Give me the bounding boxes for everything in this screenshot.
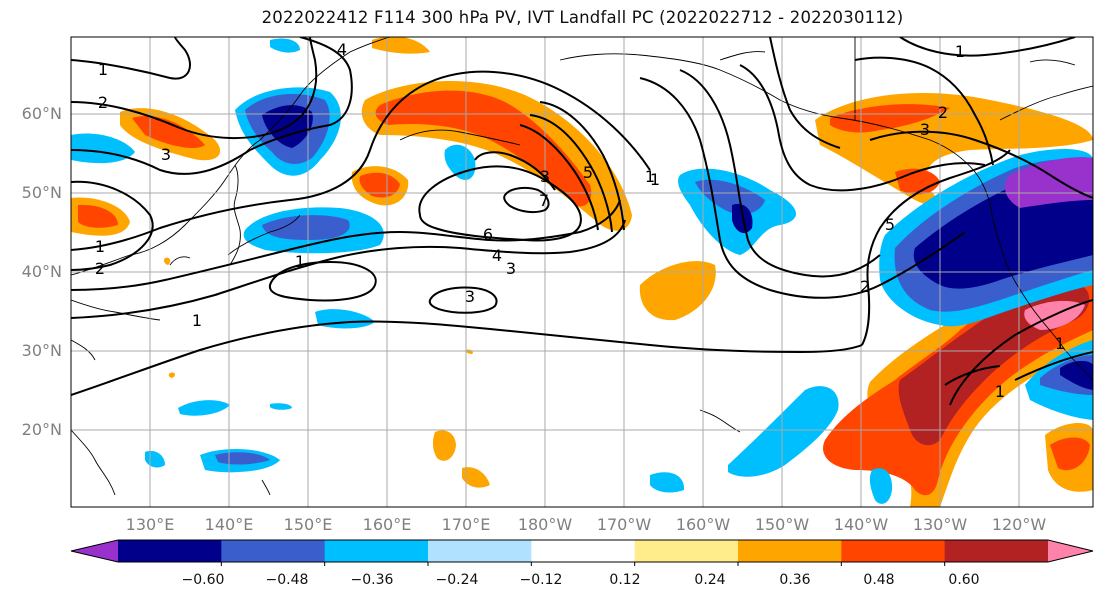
lat-label: 30°N: [21, 341, 62, 360]
contour-label: 1: [1055, 334, 1065, 353]
contour-label: 4: [492, 246, 502, 265]
contour-label: 3: [465, 287, 475, 306]
colorbar: [70, 539, 1094, 566]
colorbar-segment: [841, 540, 946, 562]
plot-frame: [70, 36, 1094, 508]
contour-label: 1: [995, 382, 1005, 401]
contour-label: 1: [955, 42, 965, 61]
lon-label: 170°W: [596, 515, 652, 534]
contour-label: 2: [938, 103, 948, 122]
lon-label: 180°W: [517, 515, 573, 534]
lon-label: 120°W: [991, 515, 1047, 534]
contour-label: 5: [583, 163, 593, 182]
contour-label: 2: [860, 277, 870, 296]
lon-label: 140°E: [204, 515, 254, 534]
contour-label: 3: [161, 145, 171, 164]
lat-label: 40°N: [21, 262, 62, 281]
coastlines: [71, 37, 1093, 496]
colorbar-segment: [221, 540, 326, 562]
colorbar-tick-label: 0.12: [609, 572, 641, 588]
contour-label: 1: [295, 252, 305, 271]
colorbar-segment: [738, 540, 842, 562]
contour-label-group: 1 2 3 4 1 1 2 3 1 1 6 4 3 3 7 5 5 1 1 2 …: [95, 40, 1065, 401]
colorbar-segment: [428, 540, 532, 562]
colorbar-segment: [118, 540, 222, 562]
colorbar-tick-label: 0.24: [694, 572, 726, 588]
graticule: [71, 37, 1093, 507]
contour-label: 6: [483, 225, 493, 244]
colorbar-extend-max: [1048, 540, 1093, 562]
colorbar-tick-label: −0.12: [519, 572, 563, 588]
map-title: 2022022412 F114 300 hPa PV, IVT Landfall…: [261, 8, 904, 27]
lon-label: 160°W: [675, 515, 731, 534]
colorbar-tick-label: −0.48: [265, 572, 309, 588]
lon-label: 150°W: [754, 515, 810, 534]
colorbar-segment: [634, 540, 739, 562]
colorbar-segment: [324, 540, 429, 562]
colorbar-outline: [70, 539, 1094, 563]
map-plot-area: 1 2 3 4 1 1 2 3 1 1 6 4 3 3 7 5 5 1 1 2 …: [71, 37, 1093, 507]
contour-label: 2: [98, 93, 108, 112]
colorbar-tick-label: −0.36: [350, 572, 394, 588]
contour-label: 1: [95, 237, 105, 256]
contour-label: 2: [95, 259, 105, 278]
contour-label: 7: [539, 191, 549, 210]
lon-label: 130°W: [912, 515, 968, 534]
colorbar-tick-label: 0.48: [863, 572, 895, 588]
lon-label: 130°E: [125, 515, 175, 534]
contour-label: 1: [98, 60, 108, 79]
colorbar-segment: [944, 540, 1049, 562]
colorbar-tick-label: 0.36: [779, 572, 811, 588]
lon-label: 160°E: [362, 515, 412, 534]
lon-label: 150°E: [283, 515, 333, 534]
colorbar-extend-min: [71, 540, 118, 562]
pv-contours: [71, 37, 1093, 406]
lat-label: 20°N: [21, 420, 62, 439]
lon-label: 170°E: [441, 515, 491, 534]
colorbar-tick-label: −0.60: [181, 572, 225, 588]
colorbar-segment: [531, 540, 636, 562]
colorbar-tick-label: −0.24: [435, 572, 479, 588]
lat-label: 50°N: [21, 183, 62, 202]
contour-label: 1: [192, 311, 202, 330]
lon-label: 140°W: [833, 515, 889, 534]
contour-label: 3: [920, 120, 930, 139]
contour-label: 1: [650, 170, 660, 189]
contour-label: 4: [337, 40, 347, 59]
colorbar-tick-label: 0.60: [948, 572, 980, 588]
contour-label: 5: [885, 215, 895, 234]
contour-label: 3: [506, 259, 516, 278]
lat-label: 60°N: [21, 104, 62, 123]
contour-label: 1: [645, 167, 655, 186]
contour-label: 3: [540, 167, 550, 186]
